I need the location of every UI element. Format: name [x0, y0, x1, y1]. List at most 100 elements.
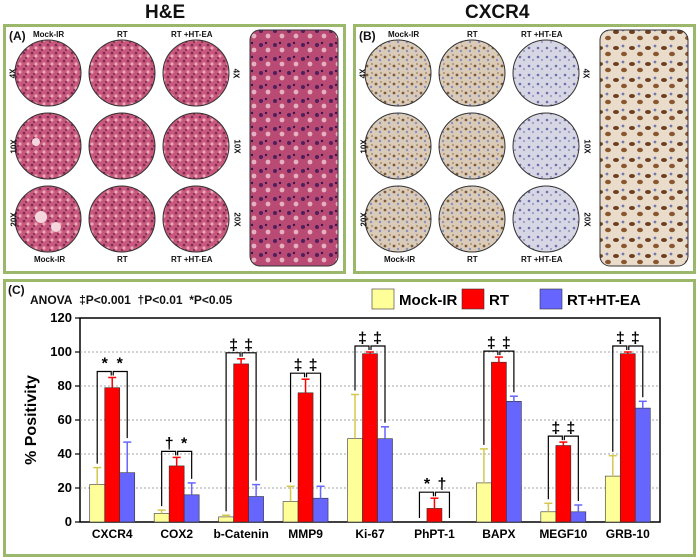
bar: [377, 438, 393, 523]
bar: [218, 516, 234, 523]
panel-a-title: H&E: [145, 2, 186, 23]
panel-a-frame: (A) Mock-IR RT RT +HT-EA Mock-IR RT RT +…: [3, 24, 346, 274]
panel-b-title: CXCR4: [465, 2, 530, 23]
label-rtht-top: RT +HT-EA: [171, 30, 213, 39]
b-label-rt-top: RT: [467, 30, 478, 39]
bar: [491, 361, 507, 523]
he-circle-images: [14, 39, 230, 253]
bar: [183, 494, 200, 523]
b-label-mock-top: Mock-IR: [388, 30, 420, 39]
significance-bracket: [612, 345, 628, 452]
b-label-rtht-top: RT +HT-EA: [521, 30, 563, 39]
ihc-circle-images: [364, 39, 580, 253]
y-tick-label: 60: [58, 412, 72, 427]
bar: [426, 508, 443, 523]
bar: [104, 387, 121, 523]
category-label: GRB-10: [606, 527, 650, 541]
category-label: PhPT-1: [414, 527, 455, 541]
he-zoom-image: [249, 29, 339, 267]
significance-mark: *: [424, 476, 431, 493]
bar: [362, 353, 378, 523]
y-tick-label: 20: [58, 480, 72, 495]
sig-legend-ddagger: ‡P<0.001: [79, 293, 131, 307]
bar: [347, 438, 363, 523]
significance-bracket: [96, 370, 112, 464]
significance-mark: ‡: [294, 357, 303, 374]
legend-label: Mock-IR: [399, 292, 458, 309]
bar: [570, 511, 587, 523]
significance-mark: ‡: [566, 420, 575, 437]
bar: [168, 465, 185, 523]
category-label: BAPX: [482, 527, 515, 541]
label-mock-top: Mock-IR: [33, 30, 65, 39]
significance-mark: ‡: [616, 330, 625, 347]
category-label: b-Catenin: [213, 527, 268, 541]
bar: [540, 511, 557, 523]
significance-legend: ANOVA ‡P<0.001 †P<0.01 *P<0.05: [30, 293, 232, 307]
label-mock-bottom: Mock-IR: [34, 255, 66, 264]
b-label-rt-bottom: RT: [467, 255, 478, 264]
significance-bracket: [628, 345, 644, 398]
sig-legend-dagger: †P<0.01: [137, 293, 183, 307]
significance-mark: ‡: [551, 420, 560, 437]
significance-bracket: [177, 450, 193, 479]
panel-b-images: [364, 29, 689, 267]
y-tick-label: 80: [58, 378, 72, 393]
bar: [476, 482, 492, 523]
bar: [506, 400, 522, 523]
legend-label: RT: [489, 292, 509, 309]
label-rt-top: RT: [117, 30, 128, 39]
legend-swatch: [371, 288, 395, 310]
significance-mark: *: [181, 435, 188, 452]
y-tick-label: 40: [58, 446, 72, 461]
bar: [604, 475, 621, 523]
category-label: MEGF10: [539, 527, 587, 541]
bar: [119, 472, 136, 523]
significance-bracket: [305, 372, 322, 483]
legend-swatch: [461, 288, 485, 310]
significance-mark: ‡: [373, 330, 382, 347]
significance-mark: *: [102, 356, 109, 373]
bar: [248, 496, 264, 523]
significance-mark: ‡: [229, 337, 238, 354]
panel-b-letter: (B): [359, 29, 376, 43]
y-tick-label: 120: [50, 310, 72, 325]
significance-bracket: [354, 345, 370, 391]
y-tick-label: 0: [65, 514, 72, 529]
bar: [297, 392, 314, 523]
category-label: CXCR4: [92, 527, 133, 541]
significance-bracket: [434, 491, 451, 518]
panel-a-images: [14, 29, 339, 267]
panel-a-letter: (A): [9, 29, 26, 43]
significance-mark: ‡: [502, 335, 511, 352]
significance-bracket: [370, 345, 386, 423]
bar: [233, 363, 249, 523]
y-axis-label: % Positivity: [23, 375, 40, 465]
significance-bracket: [225, 352, 241, 512]
bar: [282, 501, 299, 523]
category-label: COX2: [160, 527, 193, 541]
significance-bracket: [161, 450, 177, 507]
significance-bracket: [547, 435, 563, 500]
anova-label: ANOVA: [30, 293, 73, 307]
significance-mark: ‡: [358, 330, 367, 347]
significance-mark: †: [165, 435, 174, 452]
y-tick-label: 100: [50, 344, 72, 359]
significance-mark: ‡: [309, 357, 318, 374]
bar: [555, 445, 572, 523]
category-label: Ki-67: [355, 527, 385, 541]
significance-bracket: [112, 370, 128, 439]
significance-mark: *: [117, 356, 124, 373]
bar: [619, 353, 636, 523]
category-label: MMP9: [288, 527, 323, 541]
bar: [312, 497, 329, 523]
significance-mark: †: [437, 476, 446, 493]
sig-legend-star: *P<0.05: [189, 293, 233, 307]
b-label-rtht-bottom: RT +HT-EA: [521, 255, 563, 264]
legend-swatch: [539, 288, 563, 310]
ihc-zoom-image: [599, 29, 689, 267]
bar: [153, 513, 170, 523]
label-rtht-bottom: RT +HT-EA: [171, 255, 213, 264]
label-rt-bottom: RT: [117, 255, 128, 264]
